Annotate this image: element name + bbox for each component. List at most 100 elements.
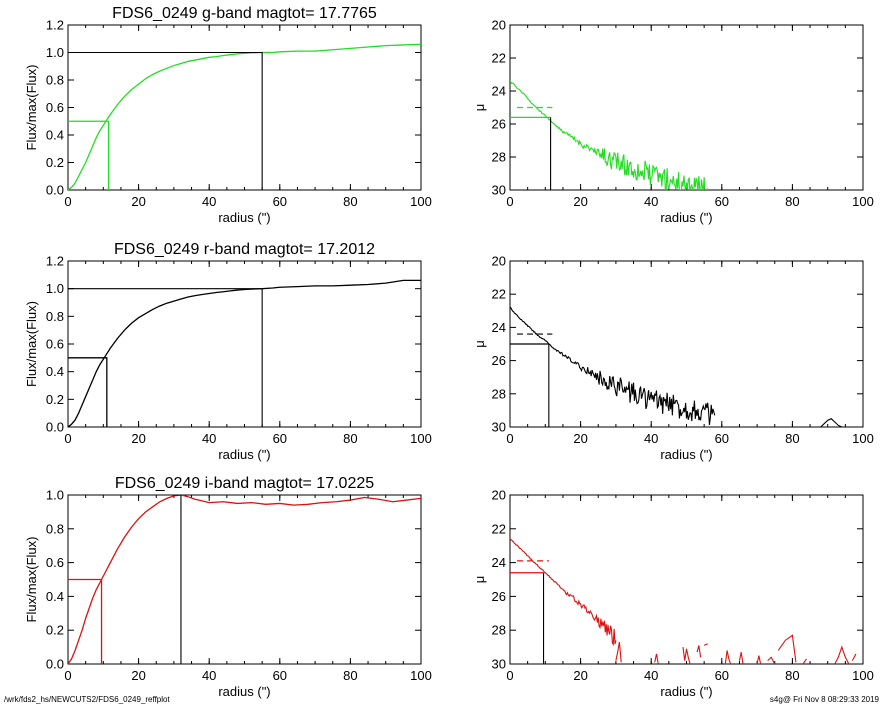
half-light-marker [68, 120, 110, 190]
y-tick-label: 0.6 [46, 337, 64, 352]
y-axis-label: μ [472, 576, 487, 584]
y-tick-label: 0.6 [46, 100, 64, 115]
y-tick-label: 22 [492, 287, 506, 302]
mu-fragment [777, 634, 797, 663]
mu-fragment [851, 653, 857, 661]
x-tick-label: 60 [715, 668, 729, 683]
plot-frame [509, 24, 864, 191]
y-tick-label: 26 [492, 353, 506, 368]
x-axis-label: radius (") [660, 447, 712, 462]
plot-frame [67, 494, 422, 665]
y-axis-label: Flux/max(Flux) [24, 65, 39, 151]
mu-profile [510, 80, 709, 190]
plot-frame [509, 494, 864, 665]
mu-fragment [738, 652, 744, 664]
x-tick-label: 40 [644, 194, 658, 209]
half-light-marker [68, 578, 103, 664]
plot-frame [67, 260, 422, 428]
half-light-marker [68, 357, 108, 427]
mu-fragment [615, 641, 622, 663]
mu-fragment [756, 655, 762, 664]
y-tick-label: 0.4 [46, 364, 64, 379]
y-tick-label: 26 [492, 117, 506, 132]
x-tick-label: 80 [785, 668, 799, 683]
x-tick-label: 0 [64, 194, 71, 209]
plot-area [68, 43, 421, 190]
x-tick-label: 80 [343, 194, 357, 209]
mu-outer-bump [820, 418, 843, 427]
x-tick-label: 20 [131, 668, 145, 683]
x-tick-label: 60 [273, 194, 287, 209]
y-tick-label: 1.0 [46, 45, 64, 60]
y-tick-label: 28 [492, 150, 506, 165]
footer-timestamp: s4g@ Fri Nov 8 08:29:33 2019 [769, 695, 879, 704]
x-tick-label: 20 [573, 431, 587, 446]
x-tick-label: 40 [644, 431, 658, 446]
y-tick-label: 1.0 [46, 488, 64, 503]
x-tick-label: 40 [202, 668, 216, 683]
mu-fragment [654, 653, 659, 664]
y-axis-label: μ [472, 340, 487, 348]
y-tick-label: 20 [492, 18, 506, 33]
mu-fragment [703, 643, 708, 646]
growth-curve [68, 279, 421, 427]
plot-area [68, 495, 421, 664]
y-tick-label: 0.8 [46, 309, 64, 324]
y-tick-label: 0.0 [46, 420, 64, 435]
x-tick-label: 40 [202, 194, 216, 209]
y-tick-label: 22 [492, 521, 506, 536]
y-tick-label: 0.2 [46, 392, 64, 407]
plot-area [510, 80, 709, 190]
x-axis-label: radius (") [218, 447, 270, 462]
y-tick-label: 30 [492, 183, 506, 198]
y-tick-label: 0.8 [46, 521, 64, 536]
chart-g-mu: 0 20 40 60 80 100 20 22 24 26 28 30 radius (") μ [472, 18, 874, 226]
y-tick-label: 1.2 [46, 18, 64, 33]
x-tick-label: 80 [343, 668, 357, 683]
growth-curve [68, 495, 421, 664]
growth-curve [68, 43, 421, 190]
x-tick-label: 0 [506, 194, 513, 209]
y-tick-label: 1.2 [46, 254, 64, 269]
mu-fragment [696, 645, 702, 658]
chart-r-flux: 0 20 40 60 80 100 0.0 0.2 0.4 0.6 0.8 1.0 1.2 radius … [24, 241, 432, 462]
y-tick-label: 0.0 [46, 183, 64, 198]
y-tick-label: 30 [492, 420, 506, 435]
total-marker [68, 288, 263, 427]
x-tick-label: 100 [410, 194, 432, 209]
y-tick-label: 24 [492, 555, 506, 570]
x-axis-label: radius (") [660, 684, 712, 699]
x-tick-label: 60 [715, 431, 729, 446]
x-axis-label: radius (") [218, 684, 270, 699]
plot-frame [509, 260, 864, 428]
y-tick-label: 28 [492, 623, 506, 638]
x-tick-label: 100 [852, 194, 874, 209]
y-tick-label: 24 [492, 84, 506, 99]
plot-area [510, 538, 857, 664]
y-tick-label: 0.2 [46, 155, 64, 170]
mu-profile [510, 538, 617, 647]
x-tick-label: 60 [715, 194, 729, 209]
x-tick-label: 100 [410, 431, 432, 446]
mu-fragment [767, 656, 776, 664]
plot-area [510, 306, 843, 427]
x-tick-label: 80 [343, 431, 357, 446]
x-tick-label: 100 [410, 668, 432, 683]
total-marker [68, 51, 263, 190]
y-tick-label: 30 [492, 657, 506, 672]
x-tick-label: 0 [64, 431, 71, 446]
x-tick-label: 60 [273, 668, 287, 683]
x-tick-label: 20 [131, 194, 145, 209]
x-tick-label: 0 [64, 668, 71, 683]
y-tick-label: 0.8 [46, 73, 64, 88]
x-tick-label: 100 [852, 668, 874, 683]
x-tick-label: 20 [573, 194, 587, 209]
mu-profile [510, 306, 716, 426]
y-tick-label: 0.4 [46, 128, 64, 143]
chart-title: FDS6_0249 r-band magtot= 17.2012 [114, 241, 375, 258]
y-tick-label: 0.6 [46, 555, 64, 570]
mu-fragment [834, 645, 850, 664]
mu-fragment [682, 647, 691, 664]
